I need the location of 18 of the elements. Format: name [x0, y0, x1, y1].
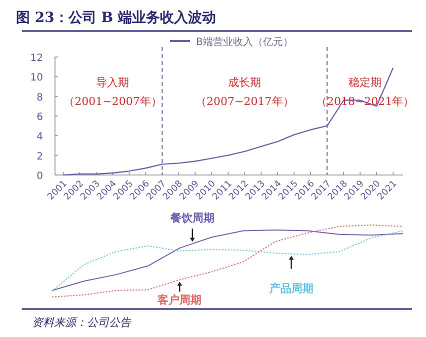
y-tick-label: 4 — [36, 132, 43, 143]
y-tick-label: 6 — [36, 112, 43, 123]
annotation: （2001~2007年） — [64, 95, 162, 108]
y-tick-label: 12 — [30, 53, 43, 64]
series-label: 餐饮周期 — [169, 212, 214, 225]
text: 资料来源：公司公告 — [32, 316, 132, 329]
text: 产品周期 — [268, 282, 314, 295]
series-label: 客户周期 — [156, 294, 202, 307]
annotation: （2007~2017年） — [196, 95, 294, 108]
legend-label: B端营业收入（亿元） — [196, 36, 293, 48]
y-tick-label: 8 — [36, 92, 43, 104]
chart-title: 图 23：公司 B 端业务收入波动 — [16, 10, 216, 26]
annotation: 成长期 — [228, 76, 262, 89]
y-tick-label: 10 — [30, 72, 43, 84]
y-tick-label: 0 — [36, 171, 43, 182]
annotation: 导入期 — [96, 76, 130, 89]
y-tick-label: 2 — [36, 151, 43, 162]
annotation: 稳定期 — [348, 76, 382, 89]
